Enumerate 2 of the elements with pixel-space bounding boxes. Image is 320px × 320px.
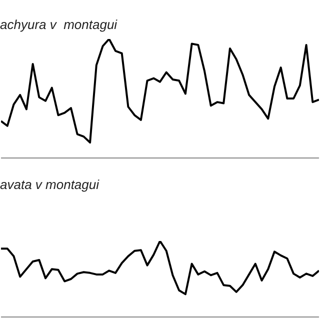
chart-title: achyura v montagui — [0, 17, 118, 32]
chart-title: avata v montagui — [0, 177, 100, 192]
